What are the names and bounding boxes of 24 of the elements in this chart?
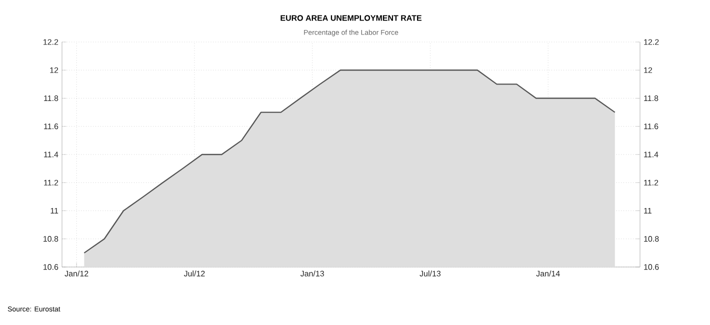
- y-tick-label: 11.6: [644, 124, 658, 130]
- y2-tick-label: 11.4: [44, 152, 58, 158]
- y2-tick-label: 11.8: [44, 95, 58, 102]
- y2-tick-label: 11.2: [44, 180, 58, 186]
- x-tick-label: Jul/13: [420, 270, 441, 276]
- y-tick-label: 10.6: [644, 264, 659, 270]
- y-tick-label: 11: [644, 208, 652, 214]
- chart-title: EURO AREA UNEMPLOYMENT RATE: [280, 15, 422, 21]
- y2-tick-label: 11: [50, 208, 58, 214]
- y-tick-label: 12: [644, 67, 652, 73]
- x-tick-label: Jan/14: [536, 270, 560, 276]
- y2-tick-label: 10.8: [44, 236, 58, 242]
- x-tick-label: Jul/12: [184, 270, 205, 276]
- x-tick-label: Jan/12: [64, 270, 88, 276]
- y2-tick-label: 12: [50, 67, 58, 73]
- y-tick-label: 11.2: [644, 180, 658, 186]
- y2-tick-label: 10.6: [44, 264, 58, 270]
- y-tick-label: 11.8: [644, 95, 658, 102]
- y-tick-label: 12.2: [644, 39, 659, 45]
- y2-tick-label: 11.6: [44, 124, 58, 130]
- x-tick-label: Jan/13: [300, 270, 324, 276]
- y-tick-label: 11.4: [644, 152, 658, 158]
- y2-tick-label: 12.2: [44, 39, 58, 45]
- y-tick-label: 10.8: [644, 236, 659, 242]
